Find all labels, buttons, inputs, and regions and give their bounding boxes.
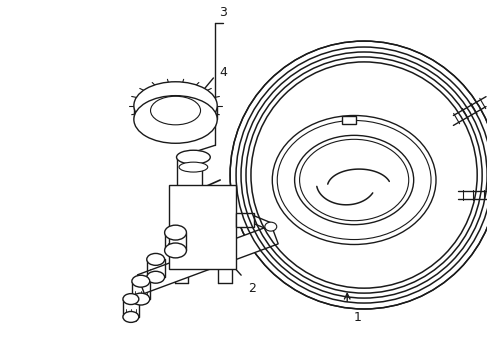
Ellipse shape xyxy=(134,96,217,143)
Text: 2: 2 xyxy=(247,282,255,295)
Ellipse shape xyxy=(164,225,186,240)
Ellipse shape xyxy=(146,271,164,283)
Ellipse shape xyxy=(164,243,186,258)
Text: 3: 3 xyxy=(219,6,226,19)
Text: 1: 1 xyxy=(353,311,361,324)
Bar xyxy=(342,116,355,125)
Ellipse shape xyxy=(122,311,139,323)
Ellipse shape xyxy=(146,253,164,265)
Ellipse shape xyxy=(179,162,207,172)
Polygon shape xyxy=(137,225,278,293)
Ellipse shape xyxy=(132,275,149,287)
Ellipse shape xyxy=(122,294,139,305)
Text: 4: 4 xyxy=(219,66,226,79)
Bar xyxy=(236,213,253,227)
Ellipse shape xyxy=(176,150,210,164)
Ellipse shape xyxy=(294,135,413,225)
Ellipse shape xyxy=(134,82,217,129)
Circle shape xyxy=(230,41,488,309)
Polygon shape xyxy=(168,185,236,269)
Ellipse shape xyxy=(132,293,149,305)
Ellipse shape xyxy=(272,116,435,244)
Ellipse shape xyxy=(264,222,276,231)
